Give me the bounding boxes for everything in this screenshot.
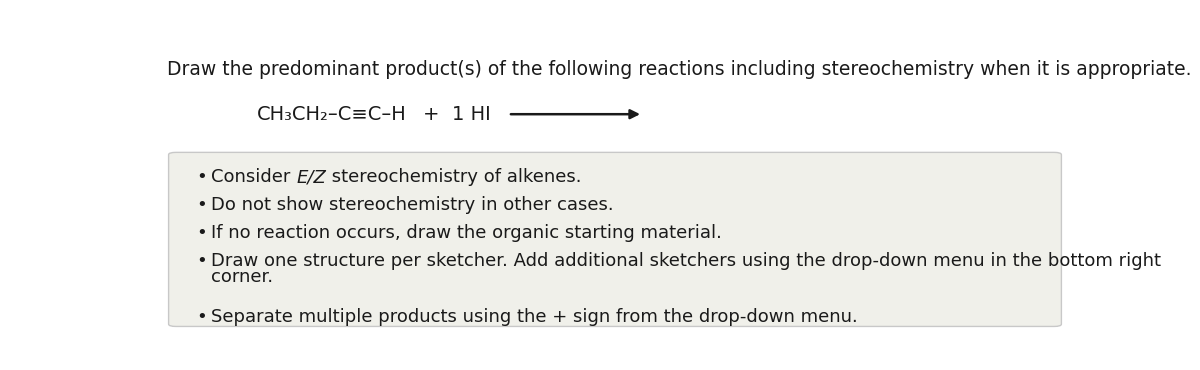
FancyBboxPatch shape — [168, 152, 1062, 326]
Text: E/Z: E/Z — [296, 168, 326, 186]
Text: •: • — [197, 168, 208, 186]
Text: CH₃CH₂–C≡C–H: CH₃CH₂–C≡C–H — [257, 105, 407, 124]
Text: Separate multiple products using the + sign from the drop-down menu.: Separate multiple products using the + s… — [211, 308, 858, 326]
Text: +: + — [422, 105, 439, 124]
Text: •: • — [197, 196, 208, 214]
Text: •: • — [197, 308, 208, 326]
Text: If no reaction occurs, draw the organic starting material.: If no reaction occurs, draw the organic … — [211, 224, 722, 242]
Text: Consider: Consider — [211, 168, 296, 186]
Text: Draw one structure per sketcher. Add additional sketchers using the drop-down me: Draw one structure per sketcher. Add add… — [211, 252, 1162, 270]
Text: •: • — [197, 224, 208, 242]
Text: Do not show stereochemistry in other cases.: Do not show stereochemistry in other cas… — [211, 196, 614, 214]
Text: •: • — [197, 252, 208, 270]
Text: stereochemistry of alkenes.: stereochemistry of alkenes. — [326, 168, 582, 186]
Text: Draw the predominant product(s) of the following reactions including stereochemi: Draw the predominant product(s) of the f… — [167, 60, 1192, 79]
Text: 1 HI: 1 HI — [452, 105, 491, 124]
Text: corner.: corner. — [211, 268, 274, 286]
